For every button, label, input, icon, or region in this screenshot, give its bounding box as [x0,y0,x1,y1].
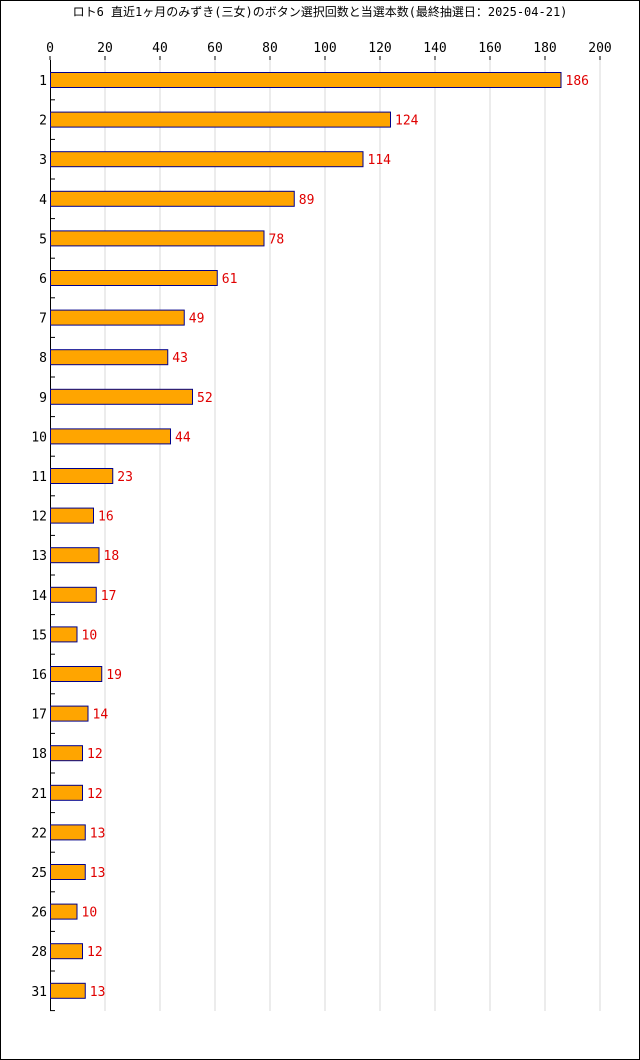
data-label: 78 [269,232,285,247]
bar [50,943,83,960]
category-label: 31 [31,985,47,1000]
data-label: 13 [90,826,106,841]
bar [50,111,391,128]
bar [50,586,97,603]
data-label: 114 [368,153,392,168]
data-label: 44 [175,430,191,445]
bar [50,982,86,999]
data-label: 13 [90,985,106,1000]
data-label: 186 [566,74,589,89]
bar [50,230,265,247]
bar [50,903,78,920]
bar [50,349,169,366]
bar [50,824,86,841]
category-label: 2 [39,114,47,129]
category-label: 4 [39,193,47,208]
category-label: 8 [39,351,47,366]
data-label: 89 [299,193,315,208]
category-label: 12 [31,510,47,525]
data-label: 61 [222,272,238,287]
bar [50,428,171,445]
data-label: 12 [87,747,103,762]
data-label: 17 [101,589,117,604]
category-label: 1 [39,74,47,89]
x-tick-label: 180 [533,41,556,56]
x-tick-label: 40 [152,41,168,56]
data-label: 19 [106,668,122,683]
category-label: 9 [39,391,47,406]
category-label: 18 [31,747,47,762]
category-label: 3 [39,153,47,168]
bar [50,784,83,801]
data-label: 14 [93,708,109,723]
category-label: 28 [31,945,47,960]
bar [50,666,103,682]
category-label: 11 [31,470,47,485]
bar [50,309,185,326]
data-label: 18 [104,549,120,564]
bar [50,388,193,405]
category-label: 6 [39,272,47,287]
category-label: 16 [31,668,47,683]
data-label: 49 [189,312,205,327]
category-label: 10 [31,430,47,445]
bar [50,270,218,286]
category-label: 22 [31,826,47,841]
category-label: 26 [31,906,47,921]
category-label: 21 [31,787,47,802]
bar [50,190,295,207]
data-label: 16 [98,510,114,525]
data-label: 23 [117,470,133,485]
x-tick-label: 100 [313,41,336,56]
bar [50,745,83,762]
category-label: 14 [31,589,47,604]
x-tick-label: 200 [588,41,611,56]
bar [50,151,364,168]
x-tick-label: 0 [46,41,54,56]
x-tick-label: 120 [368,41,391,56]
bar [50,864,86,880]
category-label: 25 [31,866,47,881]
data-label: 10 [82,906,98,921]
chart-title: ロト6 直近1ヶ月のみずき(三女)のボタン選択回数と当選本数(最終抽選日：202… [72,5,568,19]
bar [50,626,78,643]
data-label: 12 [87,945,103,960]
x-tick-label: 80 [262,41,278,56]
x-tick-label: 140 [423,41,446,56]
data-label: 124 [395,114,419,129]
data-label: 12 [87,787,103,802]
data-label: 43 [172,351,188,366]
bar [50,705,89,722]
category-label: 17 [31,708,47,723]
category-label: 7 [39,312,47,327]
bar [50,468,114,484]
bar [50,547,100,564]
bar [50,72,562,88]
x-tick-label: 60 [207,41,223,56]
data-label: 13 [90,866,106,881]
data-label: 52 [197,391,213,406]
category-label: 13 [31,549,47,564]
x-tick-label: 20 [97,41,113,56]
bar [50,507,94,524]
category-label: 15 [31,628,47,643]
x-tick-label: 160 [478,41,501,56]
category-label: 5 [39,232,47,247]
data-label: 10 [82,628,98,643]
